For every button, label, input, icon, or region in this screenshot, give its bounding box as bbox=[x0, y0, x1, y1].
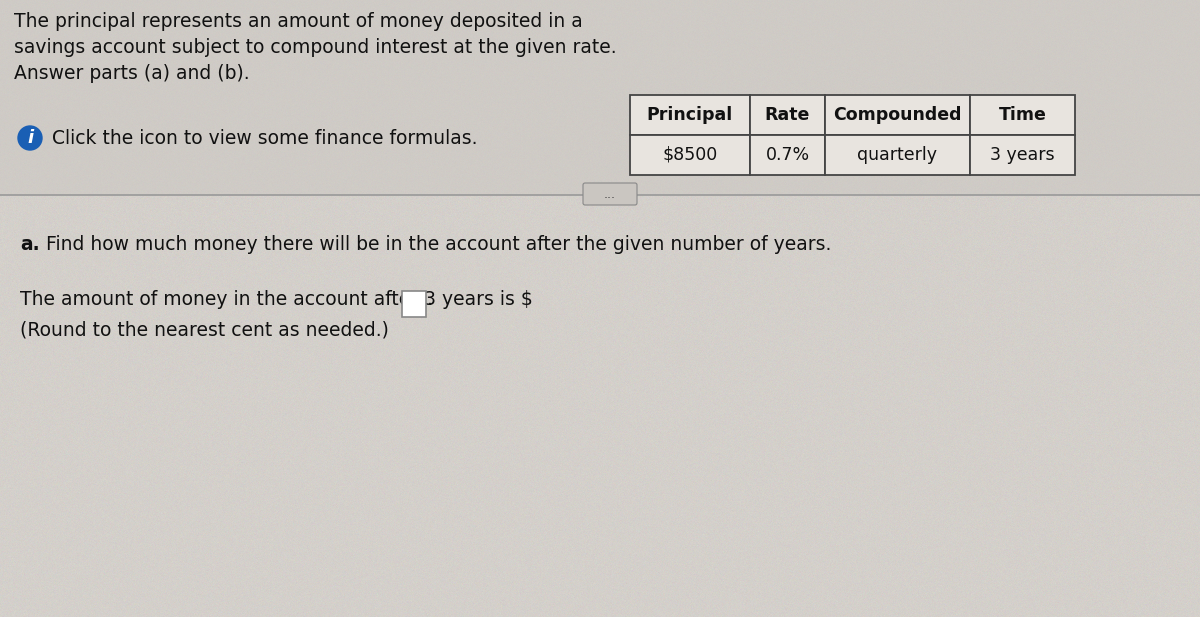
FancyBboxPatch shape bbox=[970, 95, 1075, 135]
Text: Click the icon to view some finance formulas.: Click the icon to view some finance form… bbox=[52, 128, 478, 147]
Text: 0.7%: 0.7% bbox=[766, 146, 810, 164]
FancyBboxPatch shape bbox=[970, 135, 1075, 175]
FancyBboxPatch shape bbox=[0, 0, 1200, 195]
FancyBboxPatch shape bbox=[630, 95, 750, 135]
FancyBboxPatch shape bbox=[826, 95, 970, 135]
FancyBboxPatch shape bbox=[826, 135, 970, 175]
Text: The principal represents an amount of money deposited in a: The principal represents an amount of mo… bbox=[14, 12, 583, 31]
Text: ...: ... bbox=[604, 188, 616, 201]
Text: Answer parts (a) and (b).: Answer parts (a) and (b). bbox=[14, 64, 250, 83]
FancyBboxPatch shape bbox=[750, 95, 826, 135]
Text: savings account subject to compound interest at the given rate.: savings account subject to compound inte… bbox=[14, 38, 617, 57]
Text: The amount of money in the account after 3 years is $: The amount of money in the account after… bbox=[20, 290, 533, 309]
Text: Rate: Rate bbox=[764, 106, 810, 124]
Text: (Round to the nearest cent as needed.): (Round to the nearest cent as needed.) bbox=[20, 320, 389, 339]
Circle shape bbox=[18, 126, 42, 150]
FancyBboxPatch shape bbox=[583, 183, 637, 205]
Text: Compounded: Compounded bbox=[833, 106, 961, 124]
FancyBboxPatch shape bbox=[630, 135, 750, 175]
Text: $8500: $8500 bbox=[662, 146, 718, 164]
Text: i: i bbox=[26, 129, 34, 147]
FancyBboxPatch shape bbox=[402, 291, 426, 317]
FancyBboxPatch shape bbox=[750, 135, 826, 175]
Text: Find how much money there will be in the account after the given number of years: Find how much money there will be in the… bbox=[40, 235, 832, 254]
Text: a.: a. bbox=[20, 235, 40, 254]
Text: .: . bbox=[427, 290, 432, 309]
Text: 3 years: 3 years bbox=[990, 146, 1055, 164]
Text: Principal: Principal bbox=[647, 106, 733, 124]
Text: quarterly: quarterly bbox=[858, 146, 937, 164]
Text: Time: Time bbox=[998, 106, 1046, 124]
